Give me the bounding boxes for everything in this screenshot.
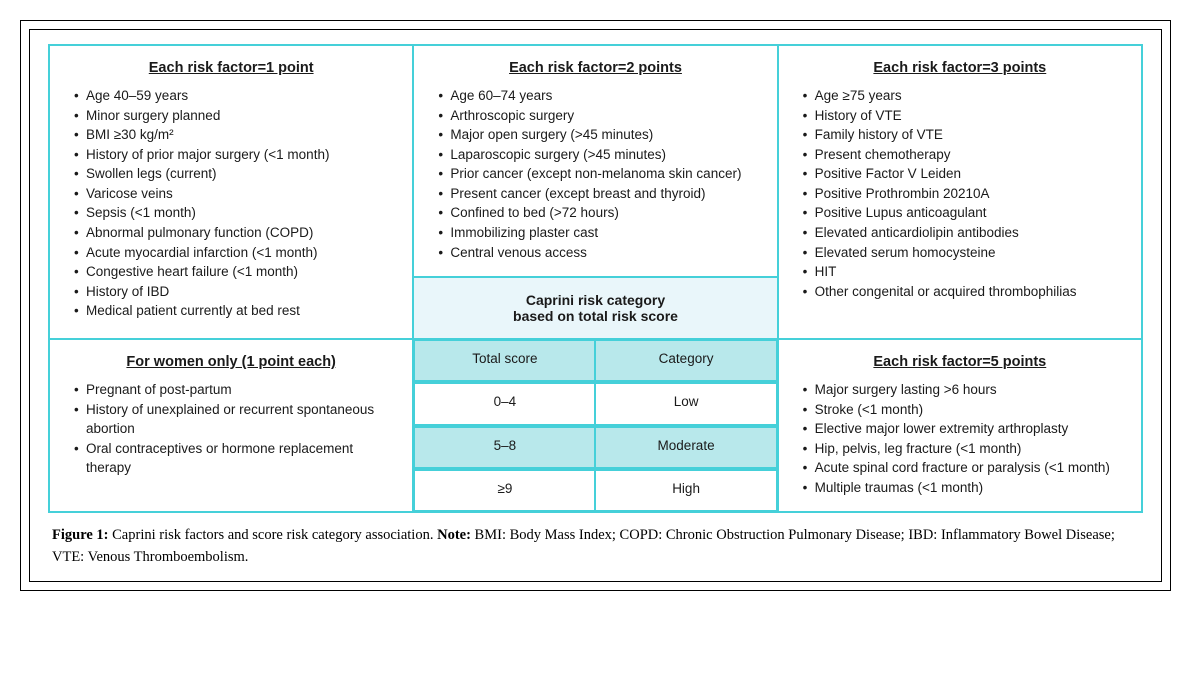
figure-container: Each risk factor=1 point Age 40–59 years… (29, 29, 1162, 582)
risk-grid: Each risk factor=1 point Age 40–59 years… (48, 44, 1143, 513)
list-item: Major open surgery (>45 minutes) (438, 125, 762, 145)
list-item: Acute spinal cord fracture or paralysis … (803, 458, 1127, 478)
score-row-2-cat: High (595, 470, 776, 511)
panel-5pt-list: Major surgery lasting >6 hoursStroke (<1… (793, 380, 1127, 497)
list-item: Medical patient currently at bed rest (74, 301, 398, 321)
list-item: Positive Factor V Leiden (803, 164, 1127, 184)
figure-caption: Figure 1: Caprini risk factors and score… (48, 523, 1143, 571)
panel-5pt-title: Each risk factor=5 points (793, 350, 1127, 370)
figure-outer-frame: Each risk factor=1 point Age 40–59 years… (20, 20, 1171, 591)
score-table-title: Caprini risk category based on total ris… (413, 277, 777, 339)
list-item: Present chemotherapy (803, 145, 1127, 165)
list-item: Present cancer (except breast and thyroi… (438, 184, 762, 204)
panel-1pt-list: Age 40–59 yearsMinor surgery plannedBMI … (64, 86, 398, 321)
list-item: Immobilizing plaster cast (438, 223, 762, 243)
list-item: Age 40–59 years (74, 86, 398, 106)
list-item: Confined to bed (>72 hours) (438, 203, 762, 223)
score-row-0-score: 0–4 (414, 383, 595, 424)
panel-3pt-list: Age ≥75 yearsHistory of VTEFamily histor… (793, 86, 1127, 301)
panel-women-title: For women only (1 point each) (64, 350, 398, 370)
panel-5pt: Each risk factor=5 points Major surgery … (778, 339, 1142, 512)
score-row-1: 5–8 Moderate (413, 426, 777, 469)
list-item: History of unexplained or recurrent spon… (74, 400, 398, 439)
list-item: Minor surgery planned (74, 106, 398, 126)
panel-3pt: Each risk factor=3 points Age ≥75 yearsH… (778, 45, 1142, 339)
list-item: Arthroscopic surgery (438, 106, 762, 126)
score-row-1-cat: Moderate (595, 427, 776, 468)
list-item: Positive Lupus anticoagulant (803, 203, 1127, 223)
list-item: Swollen legs (current) (74, 164, 398, 184)
panel-1pt: Each risk factor=1 point Age 40–59 years… (49, 45, 413, 339)
list-item: Laparoscopic surgery (>45 minutes) (438, 145, 762, 165)
panel-women: For women only (1 point each) Pregnant o… (49, 339, 413, 512)
caption-text: Caprini risk factors and score risk cate… (109, 527, 438, 543)
list-item: Sepsis (<1 month) (74, 203, 398, 223)
list-item: Central venous access (438, 243, 762, 263)
score-title-l1: Caprini risk category (526, 292, 665, 308)
list-item: Stroke (<1 month) (803, 400, 1127, 420)
panel-2pt-title: Each risk factor=2 points (428, 56, 762, 76)
score-row-1-score: 5–8 (414, 427, 595, 468)
score-header-row: Total score Category (413, 339, 777, 382)
score-header-col2: Category (595, 340, 776, 381)
panel-1pt-title: Each risk factor=1 point (64, 56, 398, 76)
score-row-0-cat: Low (595, 383, 776, 424)
panel-2pt: Each risk factor=2 points Age 60–74 year… (413, 45, 777, 277)
list-item: Varicose veins (74, 184, 398, 204)
list-item: Elevated anticardiolipin antibodies (803, 223, 1127, 243)
list-item: HIT (803, 262, 1127, 282)
list-item: Multiple traumas (<1 month) (803, 478, 1127, 498)
caption-note-label: Note: (437, 527, 471, 543)
list-item: Pregnant of post-partum (74, 380, 398, 400)
list-item: Oral contraceptives or hormone replaceme… (74, 439, 398, 478)
list-item: Positive Prothrombin 20210A (803, 184, 1127, 204)
list-item: Age ≥75 years (803, 86, 1127, 106)
list-item: Major surgery lasting >6 hours (803, 380, 1127, 400)
score-title-l2: based on total risk score (513, 308, 678, 324)
list-item: Hip, pelvis, leg fracture (<1 month) (803, 439, 1127, 459)
list-item: Prior cancer (except non-melanoma skin c… (438, 164, 762, 184)
score-row-0: 0–4 Low (413, 382, 777, 425)
score-row-2-score: ≥9 (414, 470, 595, 511)
list-item: Elevated serum homocysteine (803, 243, 1127, 263)
list-item: Abnormal pulmonary function (COPD) (74, 223, 398, 243)
list-item: Other congenital or acquired thrombophil… (803, 282, 1127, 302)
panel-women-list: Pregnant of post-partumHistory of unexpl… (64, 380, 398, 478)
score-row-2: ≥9 High (413, 469, 777, 512)
score-header-col1: Total score (414, 340, 595, 381)
panel-3pt-title: Each risk factor=3 points (793, 56, 1127, 76)
list-item: Age 60–74 years (438, 86, 762, 106)
list-item: BMI ≥30 kg/m² (74, 125, 398, 145)
list-item: History of IBD (74, 282, 398, 302)
list-item: Elective major lower extremity arthropla… (803, 419, 1127, 439)
panel-2pt-list: Age 60–74 yearsArthroscopic surgeryMajor… (428, 86, 762, 262)
list-item: Congestive heart failure (<1 month) (74, 262, 398, 282)
list-item: Acute myocardial infarction (<1 month) (74, 243, 398, 263)
list-item: History of VTE (803, 106, 1127, 126)
caption-label: Figure 1: (52, 527, 109, 543)
list-item: Family history of VTE (803, 125, 1127, 145)
list-item: History of prior major surgery (<1 month… (74, 145, 398, 165)
